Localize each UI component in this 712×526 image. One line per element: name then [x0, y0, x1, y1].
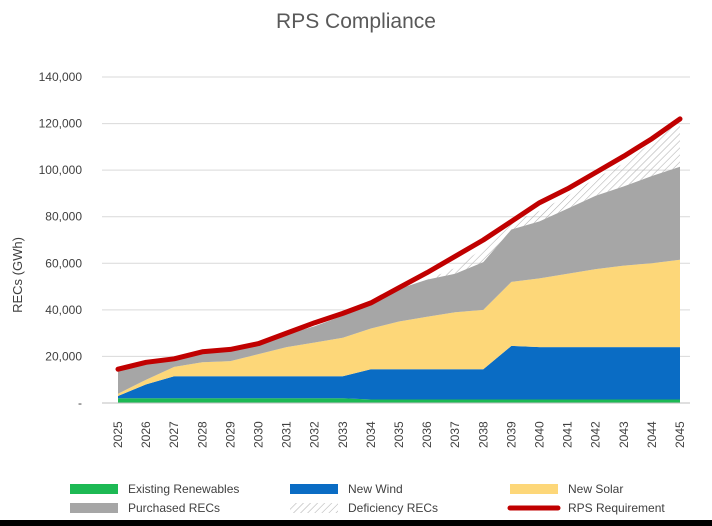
- legend: Existing Renewables New Wind New Solar Purc…: [70, 482, 665, 515]
- x-tick-label: 2034: [364, 421, 378, 448]
- area-new-wind: [118, 345, 680, 400]
- x-tick-label: 2035: [392, 421, 406, 448]
- legend-swatch-existing-renewables: [70, 484, 118, 494]
- y-tick-labels: - 20,000 40,000 60,000 80,000 100,000 120,000 1…: [39, 70, 83, 410]
- x-tick-label: 2038: [476, 421, 490, 448]
- x-tick-label: 2040: [533, 421, 547, 448]
- legend-label-deficiency-recs: Deficiency RECs: [348, 501, 438, 515]
- bottom-border: [0, 520, 712, 526]
- x-tick-label: 2032: [308, 421, 322, 448]
- line-rps-requirement: [115, 116, 683, 372]
- y-tick-label: 140,000: [39, 70, 83, 84]
- legend-label-existing-renewables: Existing Renewables: [128, 482, 239, 496]
- x-tick-label: 2029: [223, 421, 237, 448]
- x-tick-label: 2039: [504, 421, 518, 448]
- legend-swatch-deficiency-recs: [290, 503, 338, 513]
- x-tick-label: 2030: [252, 421, 266, 448]
- x-tick-label: 2028: [195, 421, 209, 448]
- legend-label-rps-requirement: RPS Requirement: [568, 501, 665, 515]
- legend-swatch-purchased-recs: [70, 503, 118, 513]
- legend-swatch-new-wind: [290, 484, 338, 494]
- x-tick-label: 2031: [280, 421, 294, 448]
- y-tick-label: 80,000: [45, 210, 82, 224]
- legend-label-purchased-recs: Purchased RECs: [128, 501, 220, 515]
- legend-label-new-wind: New Wind: [348, 482, 403, 496]
- y-tick-label: 120,000: [39, 117, 83, 131]
- grid-lines: [102, 76, 690, 357]
- x-tick-label: 2041: [561, 421, 575, 448]
- x-tick-label: 2043: [617, 421, 631, 448]
- y-tick-label: 60,000: [45, 256, 82, 270]
- legend-swatch-new-solar: [510, 484, 558, 494]
- y-tick-label: 40,000: [45, 303, 82, 317]
- x-tick-label: 2045: [673, 421, 687, 448]
- x-tick-label: 2026: [139, 421, 153, 448]
- x-tick-label: 2042: [589, 421, 603, 448]
- y-tick-label: 100,000: [39, 163, 83, 177]
- y-axis-label: RECs (GWh): [10, 237, 25, 313]
- x-tick-label: 2036: [420, 421, 434, 448]
- x-tick-label: 2025: [111, 421, 125, 448]
- x-tick-label: 2033: [336, 421, 350, 448]
- x-tick-labels: 2025 2026 2027 2028 2029 2030 2031 2032 2033 2034…: [111, 421, 687, 448]
- x-tick-label: 2044: [645, 421, 659, 448]
- x-tick-label: 2037: [448, 421, 462, 448]
- x-tick-label: 2027: [167, 421, 181, 448]
- y-tick-label: -: [78, 396, 82, 410]
- legend-label-new-solar: New Solar: [568, 482, 623, 496]
- y-tick-label: 20,000: [45, 349, 82, 363]
- plot-areas: [118, 118, 680, 403]
- area-new-solar: [118, 259, 680, 396]
- area-existing-renewables: [118, 398, 680, 403]
- chart-title: RPS Compliance: [276, 10, 436, 33]
- requirement-line-layer: [115, 116, 683, 372]
- area-purchased-recs: [118, 166, 680, 394]
